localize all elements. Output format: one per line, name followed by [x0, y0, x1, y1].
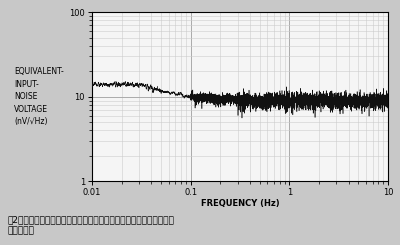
Y-axis label: EQUIVALENT-
INPUT-
NOISE
VOLTAGE
(nV/√Hz): EQUIVALENT- INPUT- NOISE VOLTAGE (nV/√Hz… — [14, 67, 64, 126]
X-axis label: FREQUENCY (Hz): FREQUENCY (Hz) — [201, 199, 279, 208]
Text: 图2，三倍频程曲线显示了串联放大器的低等效输入噪声电压与频率之
间的关系。: 图2，三倍频程曲线显示了串联放大器的低等效输入噪声电压与频率之 间的关系。 — [8, 216, 175, 235]
